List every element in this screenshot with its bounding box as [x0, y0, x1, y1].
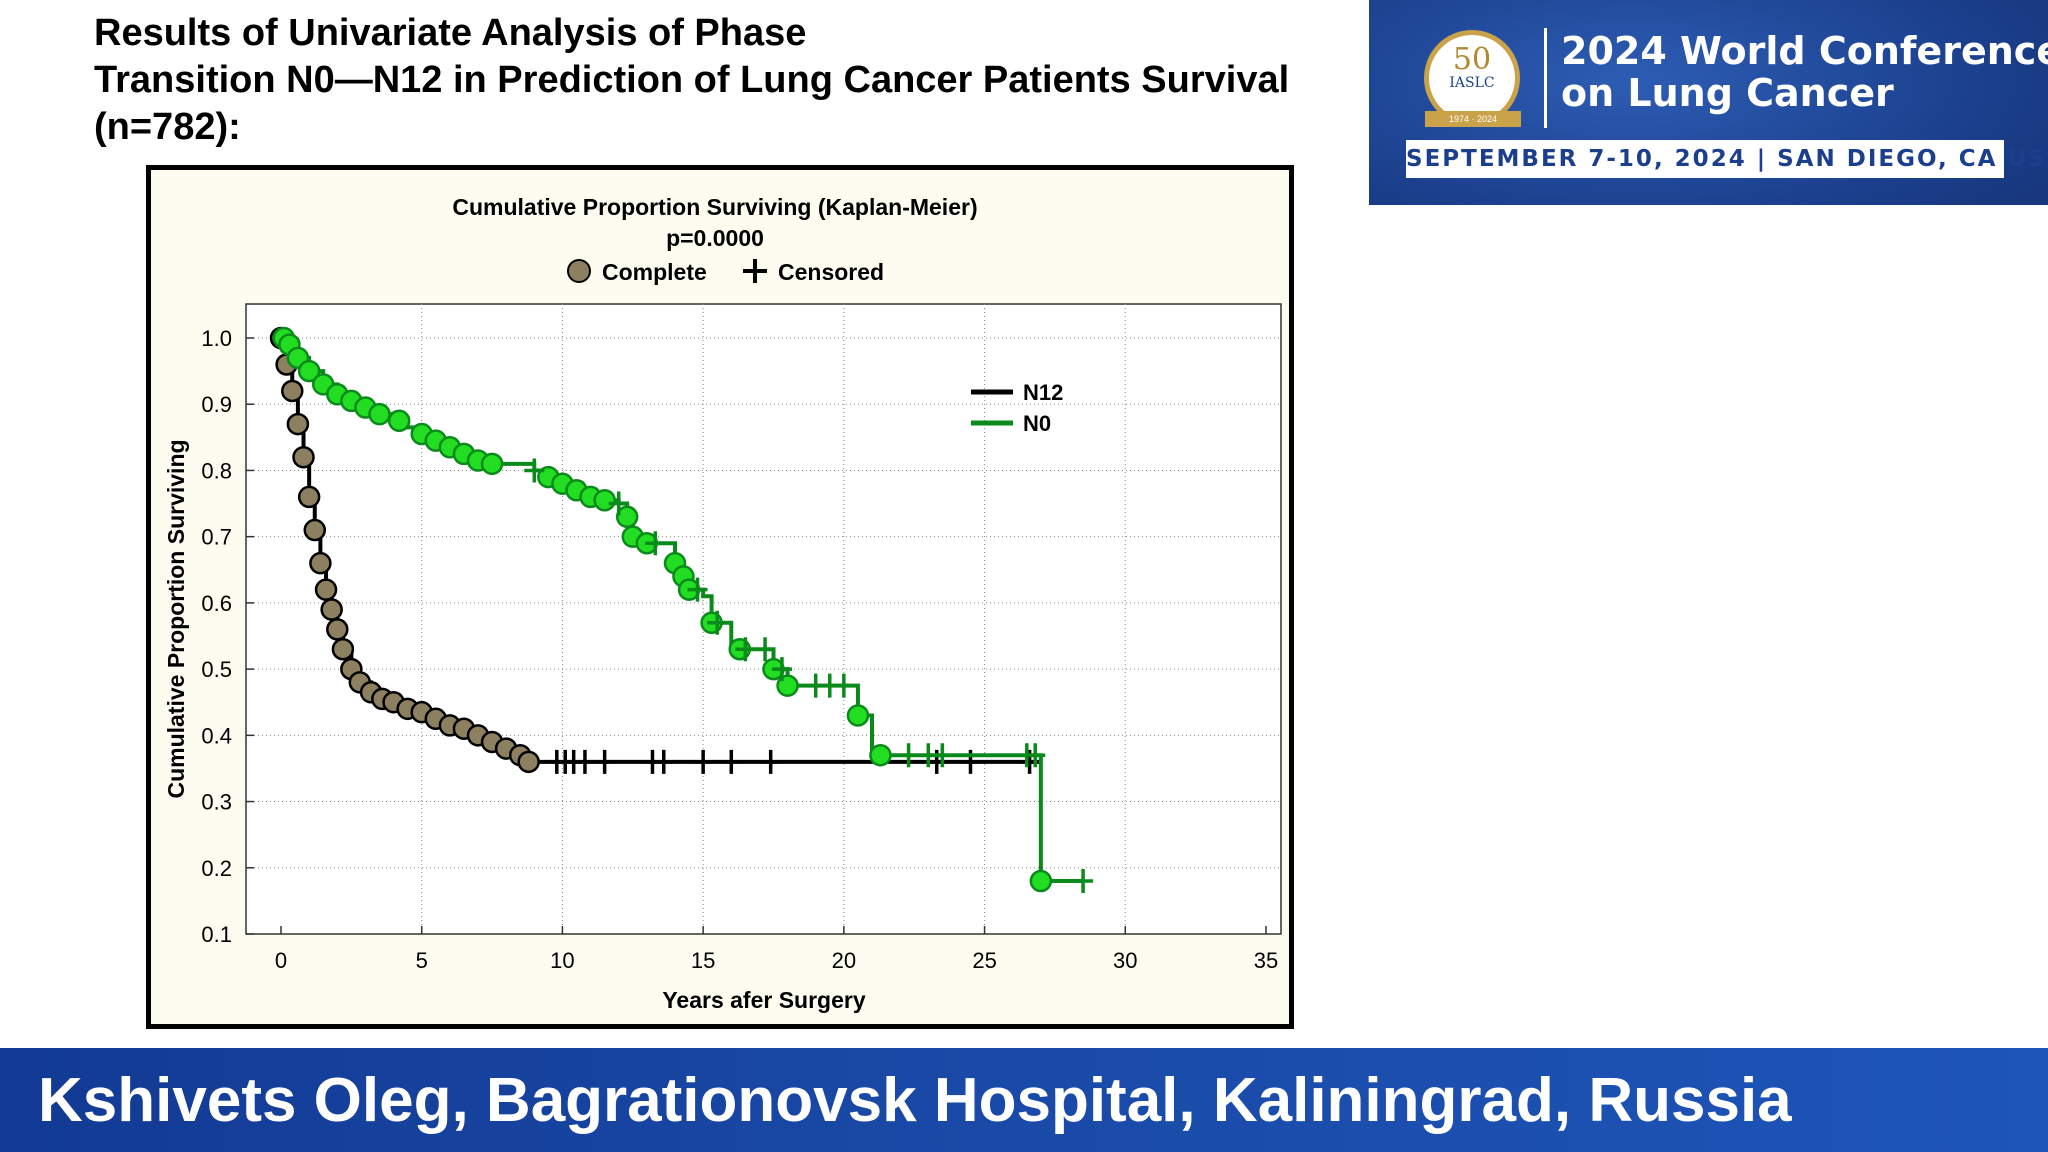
- censored-marker-icon: [743, 259, 767, 283]
- complete-marker-n0: [593, 488, 616, 512]
- y-axis-label: Cumulative Proportion Surviving: [163, 439, 189, 798]
- censored-marker-n12: [693, 749, 714, 774]
- complete-marker-n12: [331, 637, 355, 661]
- complete-marker-n12: [292, 445, 315, 469]
- complete-marker-n0: [297, 359, 321, 383]
- series-n12: [269, 326, 1041, 774]
- logo-org-name: IASLC: [1449, 75, 1495, 91]
- censored-marker-n0: [1025, 743, 1046, 768]
- y-tick-label: 1.0: [201, 326, 232, 351]
- y-tick-label: 0.7: [201, 525, 232, 550]
- censored-marker-n12: [721, 749, 742, 774]
- conference-name-line-1: 2024 World Conference: [1561, 29, 2048, 73]
- logo-anniversary-number: 50: [1452, 42, 1492, 77]
- censored-marker-n0: [687, 577, 708, 602]
- complete-marker-n12: [281, 379, 304, 403]
- censored-marker-n0: [735, 637, 756, 662]
- series-legend: N12 N0: [971, 380, 1063, 436]
- slide-title-line-3: (n=782):: [94, 106, 241, 148]
- complete-marker-n12: [286, 412, 310, 436]
- censored-marker-n12: [594, 749, 615, 774]
- plot-area: [245, 303, 1282, 935]
- banner-divider: [1544, 28, 1547, 128]
- censored-marker-n0: [524, 458, 545, 483]
- x-tick-label: 25: [972, 948, 996, 973]
- slide-title-line-1: Results of Univariate Analysis of Phase: [94, 12, 807, 54]
- marker-legend: Complete Censored: [567, 259, 884, 285]
- legend-label-n12: N12: [1023, 380, 1063, 405]
- censored-marker-n0: [707, 610, 728, 635]
- x-tick-label: 20: [832, 948, 856, 973]
- x-tick-label: 10: [550, 948, 574, 973]
- censored-marker-n0: [645, 531, 666, 556]
- complete-marker-n0: [1029, 869, 1053, 893]
- y-tick-label: 0.5: [201, 657, 232, 682]
- x-axis-label: Years afer Surgery: [662, 987, 866, 1013]
- y-tick-label: 0.8: [201, 458, 232, 483]
- series-layer: [269, 326, 1094, 894]
- footer-bar: Kshivets Oleg, Bagrationovsk Hospital, K…: [0, 1048, 2048, 1152]
- x-tick-label: 0: [275, 948, 287, 973]
- iaslc-logo: 50 IASLC 1974 · 2024: [1424, 30, 1521, 127]
- complete-marker-icon: [567, 259, 591, 283]
- censored-marker-n0: [771, 657, 792, 682]
- complete-marker-n0: [387, 409, 411, 433]
- y-tick-label: 0.6: [201, 591, 232, 616]
- y-tick-label: 0.9: [201, 392, 232, 417]
- y-tick-label: 0.1: [201, 922, 232, 947]
- series-n0: [272, 326, 1094, 894]
- censored-marker-n0: [1073, 869, 1094, 894]
- complete-marker-n12: [320, 598, 343, 621]
- grid-lines-overlay: [246, 304, 1281, 935]
- logo-years: 1974 · 2024: [1425, 111, 1521, 127]
- chart-title: Cumulative Proportion Surviving (Kaplan-…: [452, 194, 977, 220]
- censored-marker-n0: [608, 491, 629, 516]
- y-tick-label: 0.2: [201, 856, 232, 881]
- conference-name-line-2: on Lung Cancer: [1561, 71, 1894, 115]
- conference-name: 2024 World Conference on Lung Cancer: [1561, 30, 2048, 114]
- complete-marker-n12: [517, 750, 540, 774]
- censored-marker-n12: [760, 749, 781, 774]
- complete-marker-n0: [368, 402, 391, 426]
- complete-marker-n12: [314, 578, 338, 601]
- censored-marker-n12: [653, 749, 674, 774]
- slide-title-line-2: Transition N0—N12 in Prediction of Lung …: [94, 59, 1290, 101]
- y-tick-label: 0.4: [201, 723, 232, 748]
- x-tick-label: 30: [1113, 948, 1137, 973]
- km-chart: 0 5 10 15 20 25 30 35 1.0 0.9 0.8 0.7 0.6 0.5 0.4 0.3 0.…: [163, 194, 1282, 1013]
- slide-title: Results of Univariate Analysis of Phase …: [94, 10, 1354, 151]
- y-tick-label: 0.3: [201, 790, 232, 815]
- complete-marker-n12: [326, 618, 349, 641]
- censored-marker-n0: [833, 673, 854, 698]
- censored-marker-n0: [932, 743, 953, 768]
- complete-marker-n0: [480, 452, 504, 476]
- x-tick-label: 15: [691, 948, 715, 973]
- censored-marker-n0: [898, 743, 919, 768]
- complete-marker-n12: [297, 485, 321, 509]
- km-chart-frame: 0 5 10 15 20 25 30 35 1.0 0.9 0.8 0.7 0.6 0.5 0.4 0.3 0.…: [146, 165, 1294, 1029]
- censored-marker-n0: [755, 637, 776, 662]
- conference-dates: SEPTEMBER 7-10, 2024 | SAN DIEGO, CA USA: [1406, 140, 2048, 178]
- axis-labels: 0 5 10 15 20 25 30 35 1.0 0.9 0.8 0.7 0.6 0.5 0.4 0.3 0.…: [201, 326, 1278, 973]
- complete-marker-n12: [309, 551, 332, 575]
- footer-author-affiliation: Kshivets Oleg, Bagrationovsk Hospital, K…: [38, 1066, 1792, 1135]
- chart-subtitle: p=0.0000: [666, 225, 764, 251]
- legend-label-n0: N0: [1023, 411, 1051, 436]
- x-tick-label: 35: [1254, 948, 1278, 973]
- marker-legend-censored: Censored: [778, 259, 884, 285]
- conference-banner: 50 IASLC 1974 · 2024 2024 World Conferen…: [1369, 0, 2048, 205]
- complete-marker-n0: [615, 505, 639, 529]
- marker-legend-complete: Complete: [602, 259, 707, 285]
- complete-marker-n0: [846, 704, 870, 727]
- complete-marker-n0: [869, 743, 892, 767]
- complete-marker-n12: [303, 518, 327, 542]
- censored-marker-n12: [574, 749, 595, 774]
- x-tick-label: 5: [416, 948, 428, 973]
